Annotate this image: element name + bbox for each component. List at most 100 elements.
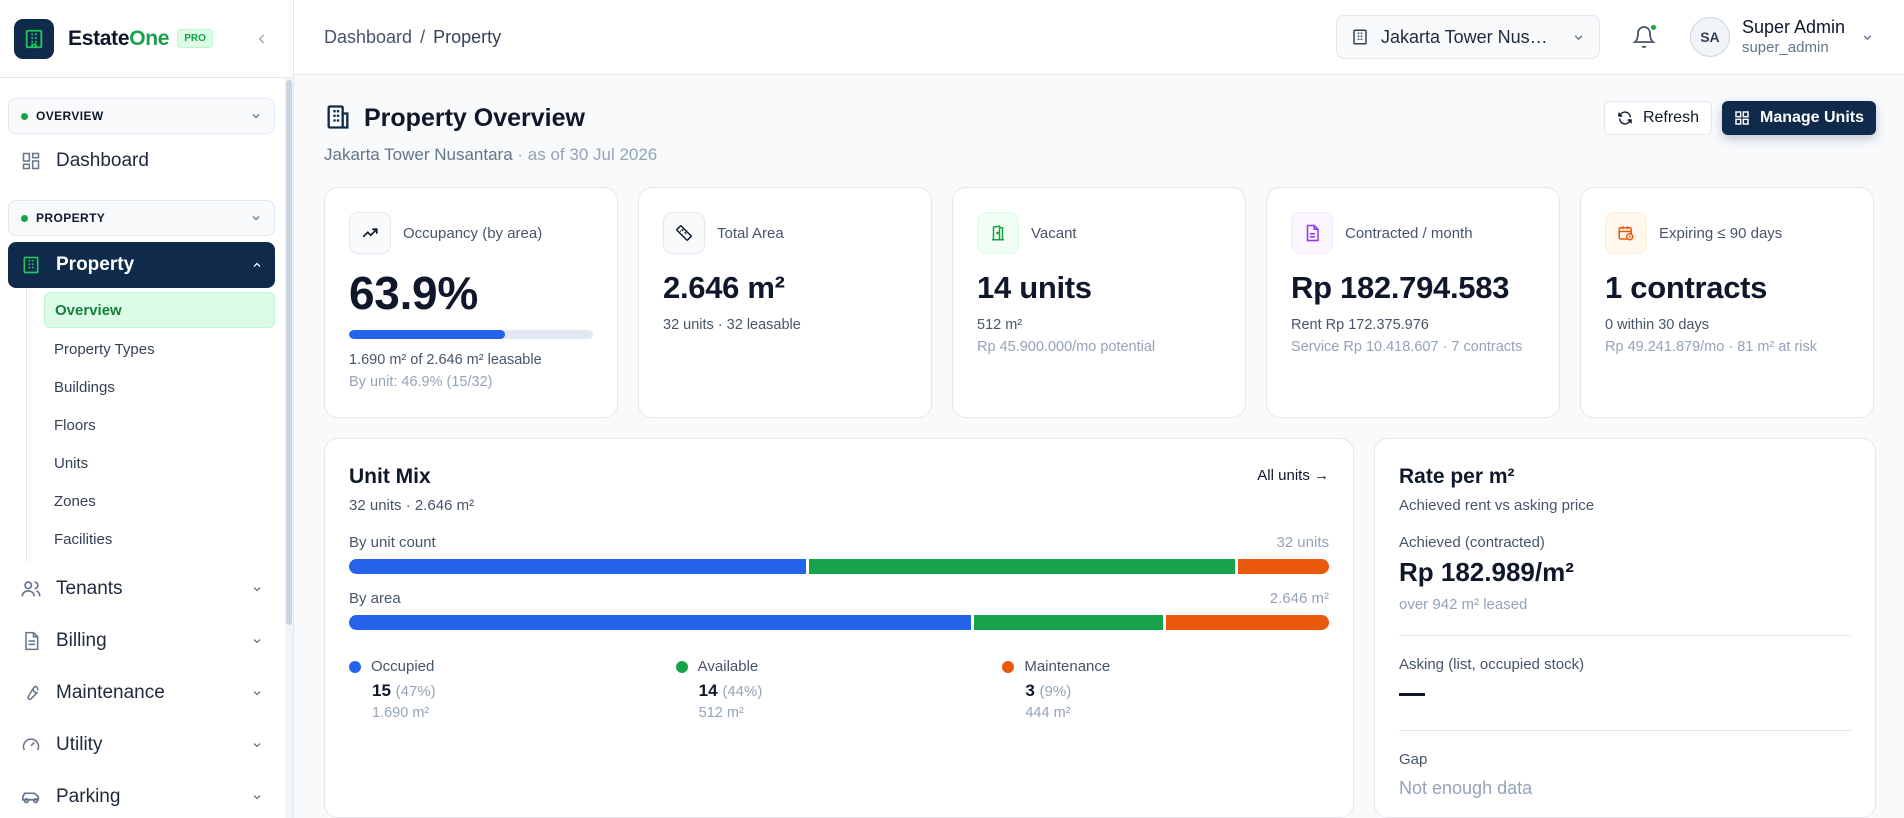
chevron-down-icon xyxy=(251,635,263,647)
sidebar-item-utility[interactable]: Utility xyxy=(8,720,275,770)
by-count-total: 32 units xyxy=(1276,534,1329,551)
sidebar: EstateOne PRO OVERVIEW Dashboard PROPERT… xyxy=(0,0,294,818)
sidebar-scrollbar-thumb[interactable] xyxy=(286,80,292,625)
property-select[interactable]: Jakarta Tower Nusantara xyxy=(1335,15,1600,59)
chevron-down-icon xyxy=(251,791,263,803)
rate-subtitle: Achieved rent vs asking price xyxy=(1399,497,1595,514)
brand: EstateOne PRO xyxy=(0,0,293,78)
by-area-total: 2.646 m² xyxy=(1269,590,1329,607)
topbar: Dashboard / Property Jakarta Tower Nusanta… xyxy=(294,0,1904,75)
manage-units-label: Manage Units xyxy=(1759,109,1864,126)
brand-name: EstateOne xyxy=(68,26,170,50)
grid-icon xyxy=(20,150,42,172)
manage-units-button[interactable]: Manage Units xyxy=(1721,101,1876,135)
legend-count: 15 xyxy=(372,681,391,700)
divider xyxy=(1399,730,1851,731)
unit-mix-title: Unit Mix xyxy=(349,465,431,488)
sidebar-item-dashboard[interactable]: Dashboard xyxy=(8,136,275,186)
legend-area: 444 m² xyxy=(1025,705,1071,721)
count-segment-available xyxy=(808,559,1235,574)
chevron-down-icon xyxy=(1572,31,1585,44)
area-segment-available xyxy=(974,615,1163,630)
calendar-clock-icon xyxy=(1605,212,1647,254)
group-dot xyxy=(21,112,28,120)
collapse-sidebar-icon[interactable] xyxy=(255,32,269,46)
notification-badge xyxy=(1648,23,1658,32)
main: Dashboard / Property Jakarta Tower Nusanta… xyxy=(294,0,1904,818)
card-label: Total Area xyxy=(717,224,784,242)
legend-maintenance: Maintenance 3 (9%) 444 m² xyxy=(1002,658,1329,721)
divider xyxy=(1399,635,1851,636)
arrow-right-icon: → xyxy=(1314,467,1329,484)
by-count-label: By unit count xyxy=(349,534,436,551)
unit-count-bar xyxy=(349,559,1329,574)
expiring-value: 1 contracts xyxy=(1605,270,1768,305)
legend-pct: (9%) xyxy=(1039,683,1072,700)
expiring-card: Expiring ≤ 90 days 1 contracts 0 within … xyxy=(1580,187,1874,418)
all-units-link[interactable]: All units → xyxy=(1257,467,1329,514)
breadcrumb-dashboard[interactable]: Dashboard xyxy=(324,26,413,47)
legend-dot xyxy=(675,660,688,673)
property-select-value: Jakarta Tower Nusantara xyxy=(1380,26,1557,47)
refresh-icon xyxy=(1617,110,1633,126)
sidebar-item-property[interactable]: Property xyxy=(8,242,275,288)
notifications-button[interactable] xyxy=(1631,23,1658,49)
grid-icon xyxy=(1734,110,1750,126)
group-overview[interactable]: OVERVIEW xyxy=(8,98,275,134)
card-detail: 1.690 m² of 2.646 m² leasable xyxy=(349,352,542,368)
sub-item-zones[interactable]: Zones xyxy=(54,492,96,510)
card-detail: 512 m² xyxy=(977,317,1023,333)
legend-pct: (44%) xyxy=(722,683,763,700)
total-area-card: Total Area 2.646 m² 32 units · 32 leasab… xyxy=(638,187,932,418)
sub-item-buildings[interactable]: Buildings xyxy=(54,378,115,396)
card-detail: Service Rp 10.418.607 · 7 contracts xyxy=(1291,338,1523,355)
sidebar-item-billing[interactable]: Billing xyxy=(8,616,275,666)
sidebar-item-maintenance[interactable]: Maintenance xyxy=(8,668,275,718)
sidebar-item-label: Utility xyxy=(56,734,103,755)
sub-item-facilities[interactable]: Facilities xyxy=(54,530,113,548)
page-title-text: Property Overview xyxy=(364,103,585,132)
breadcrumb-separator: / xyxy=(420,26,426,47)
car-icon xyxy=(20,786,42,808)
legend-dot xyxy=(1002,660,1015,673)
legend-name: Maintenance xyxy=(1024,658,1111,675)
sidebar-item-label: Maintenance xyxy=(56,682,165,703)
sub-item-overview[interactable]: Overview xyxy=(44,292,275,328)
building-icon xyxy=(1351,28,1369,46)
logo-icon[interactable] xyxy=(14,18,54,59)
sub-item-floors[interactable]: Floors xyxy=(54,416,96,434)
unit-area-bar xyxy=(349,615,1329,630)
refresh-button[interactable]: Refresh xyxy=(1603,101,1712,135)
achieved-value: Rp 182.989/m² xyxy=(1399,557,1574,587)
area-segment-maintenance xyxy=(1165,615,1329,630)
sub-item-units[interactable]: Units xyxy=(54,454,89,472)
occupancy-card: Occupancy (by area) 63.9% 1.690 m² of 2.… xyxy=(324,187,618,418)
sidebar-item-parking[interactable]: Parking xyxy=(8,772,275,818)
vacant-card: Vacant 14 units 512 m² Rp 45.900.000/mo … xyxy=(952,187,1246,418)
legend-name: Occupied xyxy=(371,658,435,675)
achieved-note: over 942 m² leased xyxy=(1399,596,1528,613)
gauge-icon xyxy=(20,734,42,756)
unit-mix-legend: Occupied 15 (47%) 1.690 m² Available 14 … xyxy=(349,658,1329,721)
pro-badge: PRO xyxy=(177,29,213,48)
legend-name: Available xyxy=(697,658,759,675)
asking-label: Asking (list, occupied stock) xyxy=(1399,656,1585,673)
ruler-icon xyxy=(663,212,705,254)
chevron-down-icon xyxy=(250,110,262,122)
count-segment-maintenance xyxy=(1237,559,1329,574)
legend-count: 3 xyxy=(1025,681,1035,700)
unit-mix-panel: Unit Mix 32 units · 2.646 m² All units →… xyxy=(324,438,1354,818)
card-label: Occupancy (by area) xyxy=(403,224,543,242)
page-title: Property Overview xyxy=(324,103,657,133)
sidebar-item-label: Tenants xyxy=(56,578,123,599)
sub-item-property-types[interactable]: Property Types xyxy=(54,340,155,358)
user-menu[interactable]: SA Super Admin super_admin xyxy=(1689,17,1874,57)
rate-title: Rate per m² xyxy=(1399,465,1515,488)
group-property[interactable]: PROPERTY xyxy=(8,200,275,236)
chevron-down-icon xyxy=(251,583,263,595)
sidebar-item-tenants[interactable]: Tenants xyxy=(8,564,275,614)
count-segment-occupied xyxy=(349,559,806,574)
card-detail: By unit: 46.9% (15/32) xyxy=(349,373,493,390)
gap-value: Not enough data xyxy=(1399,778,1533,798)
chevron-up-icon xyxy=(251,259,263,271)
